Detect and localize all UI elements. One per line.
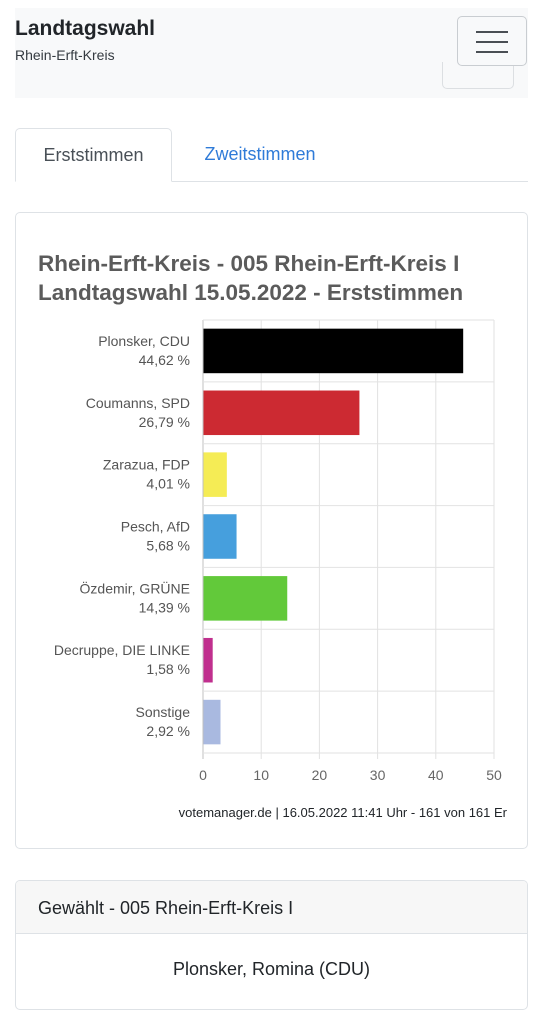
tab-zweitstimmen[interactable]: Zweitstimmen: [204, 144, 316, 164]
chart-title: Rhein-Erft-Kreis - 005 Rhein-Erft-Kreis …: [38, 249, 518, 307]
category-label: Decruppe, DIE LINKE: [54, 642, 190, 658]
bar: [203, 514, 237, 559]
result-card: Gewählt - 005 Rhein-Erft-Kreis I Plonske…: [15, 880, 528, 1010]
category-label: Coumanns, SPD: [86, 395, 190, 411]
category-label: Plonsker, CDU: [98, 333, 190, 349]
category-label: Zarazua, FDP: [103, 457, 190, 473]
hamburger-icon: [476, 31, 508, 33]
x-tick-label: 50: [486, 767, 502, 783]
hamburger-icon-bottom: [476, 51, 508, 53]
category-label: Sonstige: [136, 704, 191, 720]
category-label: Özdemir, GRÜNE: [80, 579, 190, 596]
value-label: 26,79 %: [139, 414, 190, 430]
x-tick-label: 0: [199, 767, 207, 783]
tab-erststimmen[interactable]: Erststimmen: [15, 128, 172, 182]
navbar: Landtagswahl Rhein-Erft-Kreis: [0, 0, 543, 100]
x-tick-label: 10: [253, 767, 269, 783]
bar: [203, 328, 464, 374]
bar: [203, 637, 213, 683]
x-tick-label: 20: [312, 767, 328, 783]
x-tick-label: 40: [428, 767, 444, 783]
collapsed-menu-shadow: [442, 62, 514, 89]
winner-name: Plonsker, Romina (CDU): [172, 959, 371, 979]
bar: [203, 452, 227, 497]
value-label: 5,68 %: [146, 538, 190, 554]
brand-subtitle: Rhein-Erft-Kreis: [15, 47, 115, 63]
bar: [203, 699, 221, 745]
x-tick-label: 30: [370, 767, 386, 783]
value-label: 1,58 %: [146, 661, 190, 677]
value-label: 4,01 %: [146, 476, 190, 492]
hamburger-icon-middle: [476, 41, 508, 43]
bar: [203, 390, 360, 436]
chart-title-line1: Rhein-Erft-Kreis - 005 Rhein-Erft-Kreis …: [38, 251, 460, 276]
brand-title[interactable]: Landtagswahl: [15, 17, 156, 40]
menu-toggle-button[interactable]: [457, 16, 527, 66]
value-label: 2,92 %: [146, 723, 190, 739]
chart-source[interactable]: votemanager.de | 16.05.2022 11:41 Uhr - …: [178, 805, 507, 820]
chart-card: Rhein-Erft-Kreis - 005 Rhein-Erft-Kreis …: [15, 212, 528, 849]
value-label: 14,39 %: [139, 599, 190, 615]
result-heading: Gewählt - 005 Rhein-Erft-Kreis I: [38, 898, 294, 918]
vote-tabs: Erststimmen Zweitstimmen: [15, 128, 528, 182]
chart-title-line2: Landtagswahl 15.05.2022 - Erststimmen: [38, 280, 464, 305]
results-bar-chart: 0 10 20 30 40 50 Plonsker, CDU 44,62 % Coumanns,…: [54, 319, 502, 783]
value-label: 44,62 %: [139, 352, 190, 368]
bar: [203, 576, 288, 621]
category-label: Pesch, AfD: [121, 519, 190, 535]
result-card-header: Gewählt - 005 Rhein-Erft-Kreis I: [16, 881, 527, 934]
